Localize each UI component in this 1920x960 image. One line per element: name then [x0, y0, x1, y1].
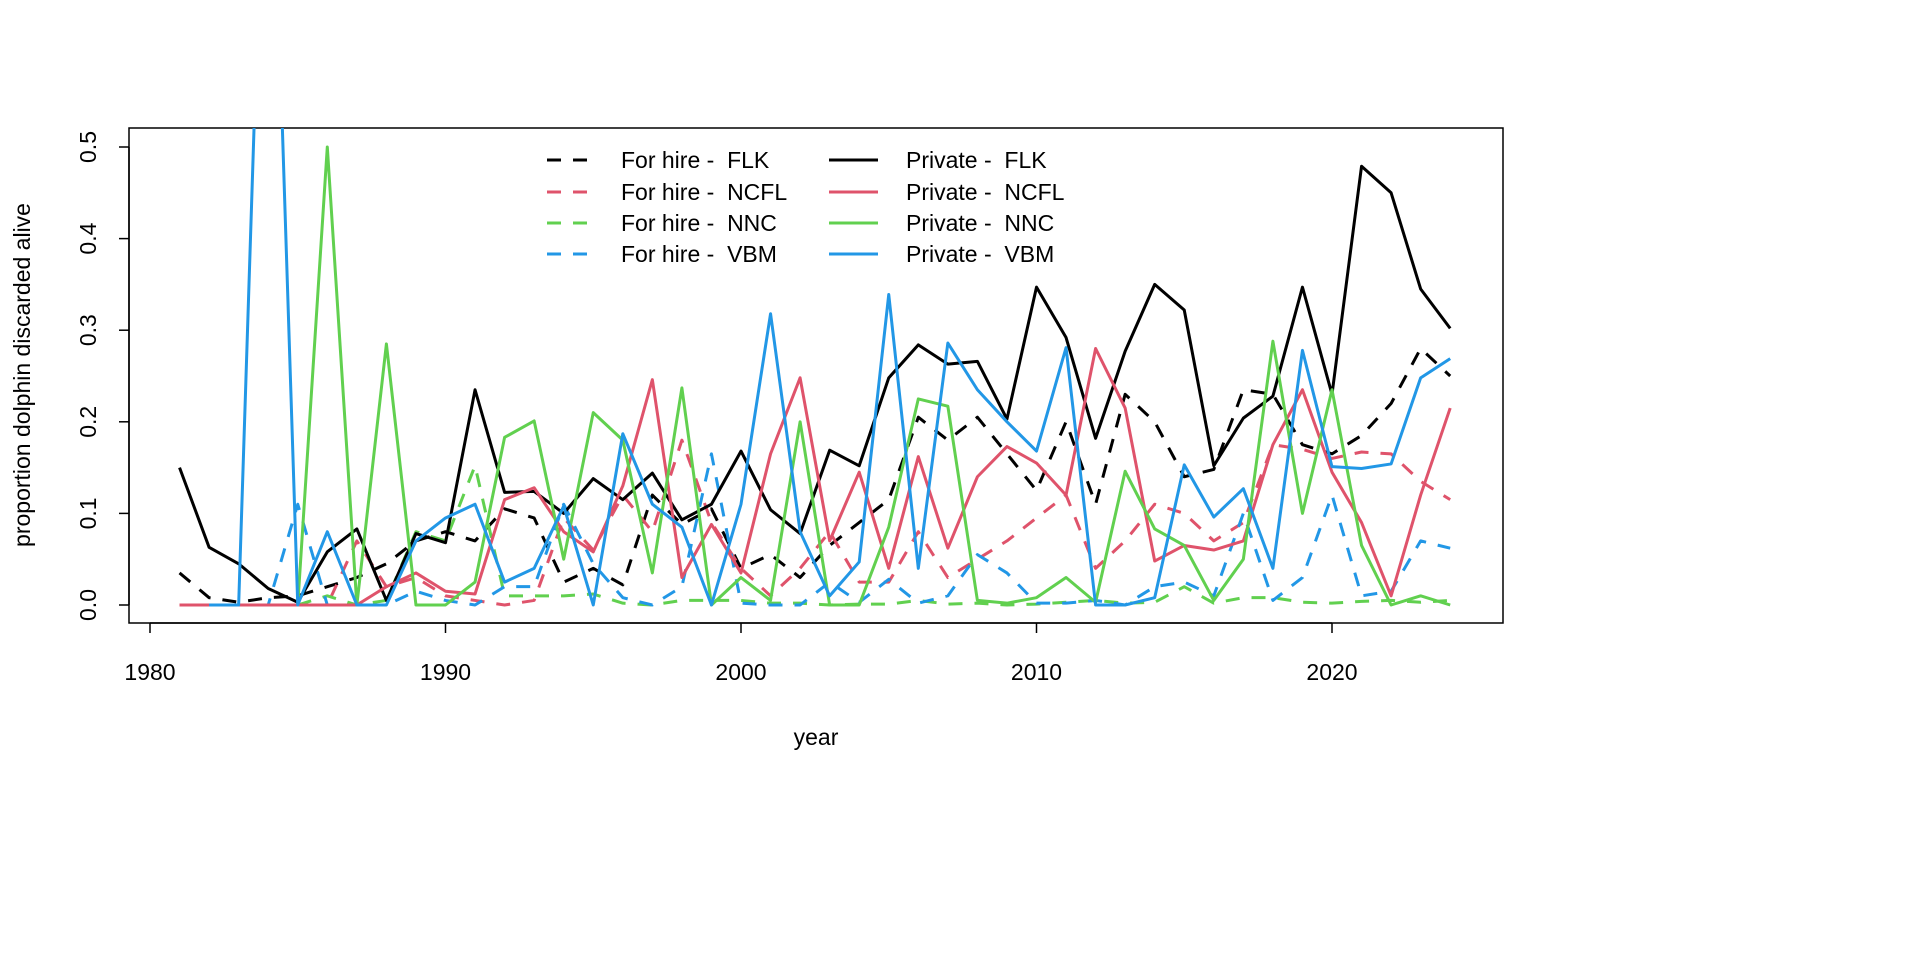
legend-label: For hire - NNC [621, 210, 777, 236]
legend-item: For hire - FLK [547, 147, 770, 173]
series-line [297, 464, 1451, 607]
series-line [179, 347, 1452, 607]
legend-label: Private - NCFL [906, 179, 1065, 205]
legend-label: For hire - FLK [621, 147, 770, 173]
y-axis: 0.0 0.1 0.2 0.3 0.4 0.5 [75, 131, 130, 621]
series-private-ncfl [179, 347, 1452, 607]
x-tick-label: 2000 [715, 659, 766, 685]
legend-label: Private - NNC [906, 210, 1054, 236]
series-line [209, 128, 1452, 607]
legend-item: Private - NNC [829, 210, 1054, 236]
y-tick-label: 0.0 [75, 589, 101, 621]
legend-item: Private - VBM [829, 241, 1054, 267]
series-private-flk [178, 164, 1452, 604]
x-axis-label: year [794, 724, 839, 750]
y-tick-label: 0.5 [75, 131, 101, 163]
legend-label: For hire - VBM [621, 241, 777, 267]
legend-item: Private - FLK [829, 147, 1047, 173]
y-tick-label: 0.1 [75, 497, 101, 529]
legend-item: Private - NCFL [829, 179, 1065, 205]
y-tick-label: 0.2 [75, 406, 101, 438]
series-line [296, 145, 1451, 607]
legend-label: Private - FLK [906, 147, 1047, 173]
y-tick-label: 0.4 [75, 222, 101, 254]
y-axis-label: proportion dolphin discarded alive [9, 203, 35, 547]
legend-item: For hire - NCFL [547, 179, 787, 205]
x-axis: 1980 1990 2000 2010 2020 [124, 622, 1358, 685]
y-tick-label: 0.3 [75, 314, 101, 346]
series-private-vbm [209, 128, 1452, 607]
legend-item: For hire - VBM [547, 241, 777, 267]
legend-label: Private - VBM [906, 241, 1054, 267]
x-tick-label: 2020 [1306, 659, 1357, 685]
legend: For hire - FLK For hire - NCFL For hire - … [547, 147, 1065, 267]
legend-item: For hire - NNC [547, 210, 777, 236]
series-layer [178, 128, 1452, 607]
x-tick-label: 1980 [124, 659, 175, 685]
x-tick-label: 1990 [420, 659, 471, 685]
legend-label: For hire - NCFL [621, 179, 787, 205]
x-tick-label: 2010 [1011, 659, 1062, 685]
series-line [178, 164, 1452, 604]
